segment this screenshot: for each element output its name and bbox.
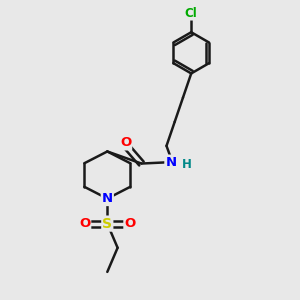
Text: N: N [102, 192, 113, 205]
Text: O: O [124, 217, 136, 230]
Text: O: O [79, 217, 90, 230]
Text: H: H [182, 158, 192, 171]
Text: S: S [102, 217, 112, 231]
Text: N: N [165, 156, 176, 169]
Text: Cl: Cl [185, 7, 198, 20]
Text: O: O [120, 136, 131, 149]
